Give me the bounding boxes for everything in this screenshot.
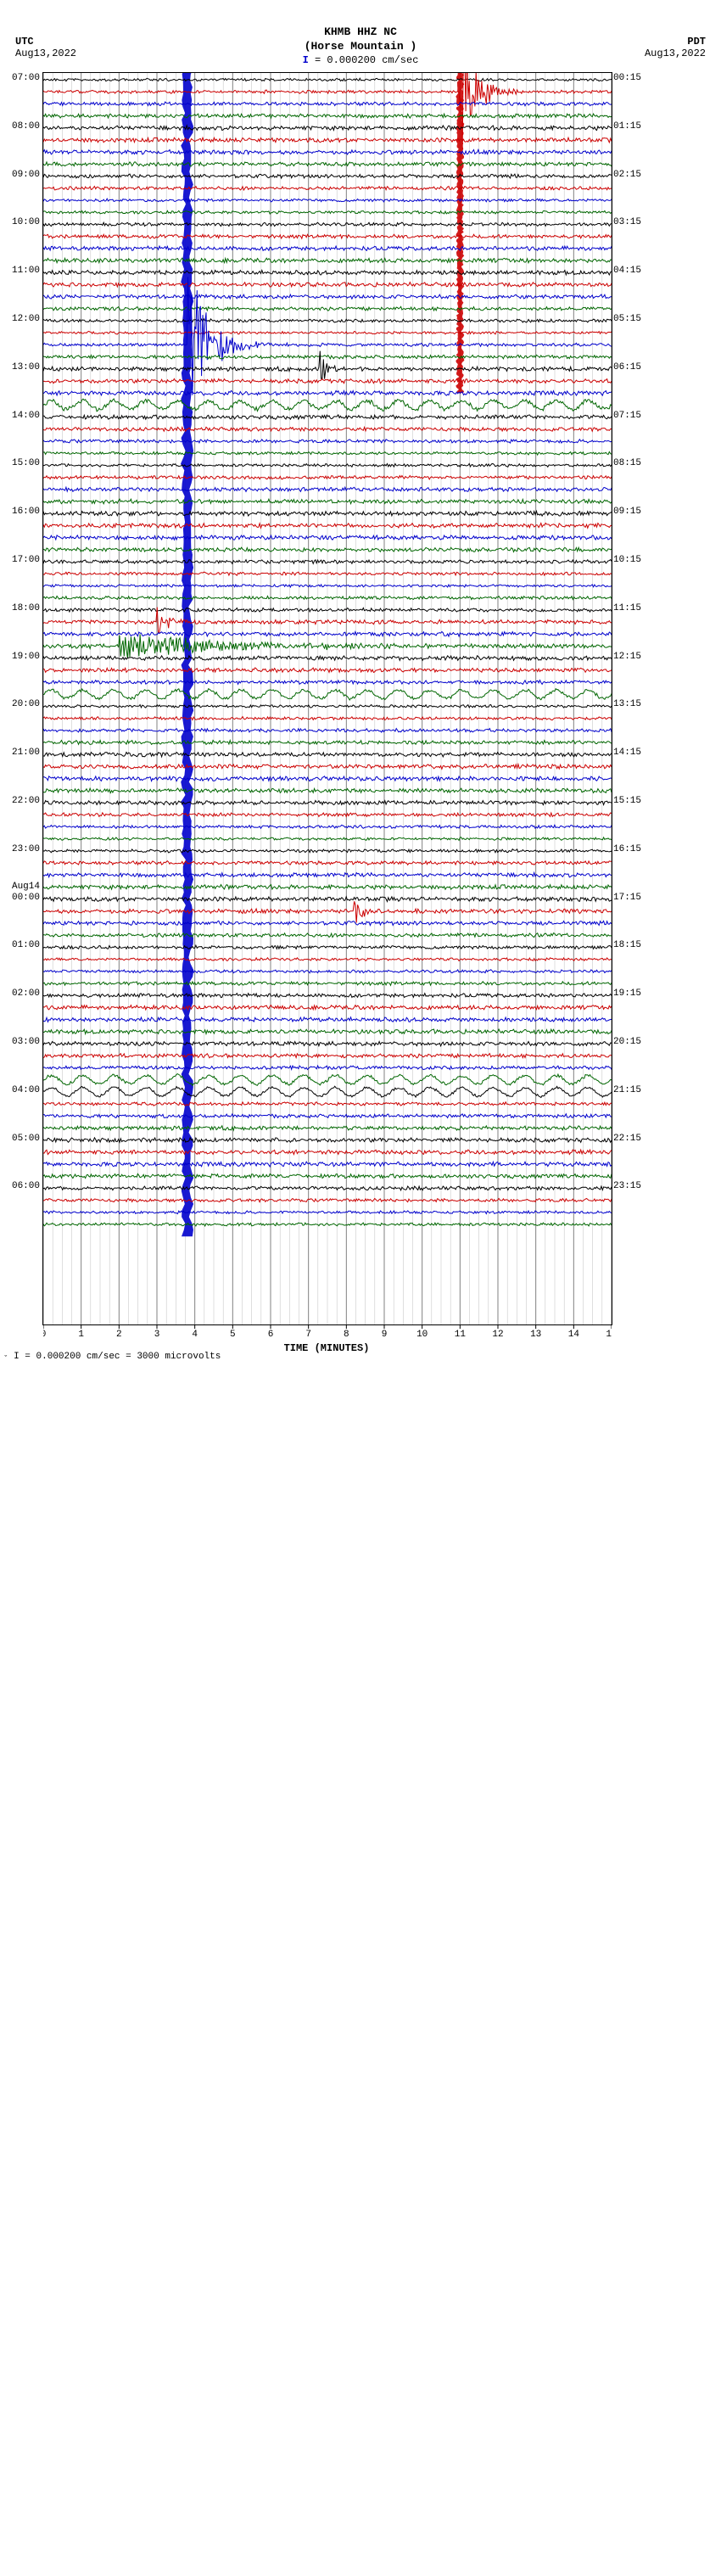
utc-hour-label: 16:00 [12,507,40,517]
svg-text:3: 3 [154,1330,160,1340]
svg-text:11: 11 [455,1330,467,1340]
utc-hour-label: 13:00 [12,362,40,372]
pdt-hour-label: 13:15 [613,699,641,709]
utc-hour-label: 12:00 [12,314,40,324]
utc-hour-label: 10:00 [12,217,40,227]
utc-hour-label: 17:00 [12,555,40,565]
pdt-hour-label: 02:15 [613,170,641,180]
utc-hour-label: 09:00 [12,170,40,180]
pdt-hour-label: 04:15 [613,266,641,276]
utc-hour-label: 01:00 [12,940,40,950]
utc-hour-label: 18:00 [12,603,40,613]
utc-hour-label: 21:00 [12,748,40,758]
pdt-hour-label: 19:15 [613,988,641,999]
pdt-hour-label: 14:15 [613,748,641,758]
pdt-hour-label: 23:15 [613,1181,641,1191]
pdt-hour-label: 06:15 [613,362,641,372]
utc-hour-label: 14:00 [12,411,40,421]
utc-hour-label: 22:00 [12,796,40,806]
svg-text:14: 14 [568,1330,580,1340]
pdt-hour-label: 10:15 [613,555,641,565]
svg-text:2: 2 [116,1330,122,1340]
header-block: KHMB HHZ NC (Horse Mountain ) [0,25,721,54]
utc-label: UTC [15,36,34,48]
svg-text:8: 8 [344,1330,349,1340]
utc-hour-label: 20:00 [12,699,40,709]
pdt-hour-label: 00:15 [613,73,641,83]
svg-text:9: 9 [382,1330,388,1340]
utc-hour-label: 03:00 [12,1037,40,1047]
pdt-hour-label: 05:15 [613,314,641,324]
pdt-hour-label: 07:15 [613,411,641,421]
svg-text:12: 12 [492,1330,503,1340]
pdt-hour-label: 17:15 [613,893,641,903]
utc-hour-label: 15:00 [12,458,40,468]
helicorder-plot: 0123456789101112131415 [42,72,612,1325]
station-name: (Horse Mountain ) [0,40,721,54]
utc-hour-label: 04:00 [12,1085,40,1095]
utc-hour-label: 19:00 [12,652,40,662]
pdt-hour-label: 20:15 [613,1037,641,1047]
svg-text:1: 1 [78,1330,84,1340]
utc-hour-label: 02:00 [12,988,40,999]
svg-text:10: 10 [416,1330,428,1340]
utc-hour-label: 07:00 [12,73,40,83]
station-code: KHMB HHZ NC [0,25,721,40]
utc-day-rollover: Aug14 [12,882,40,892]
pdt-hour-label: 12:15 [613,652,641,662]
svg-text:5: 5 [230,1330,236,1340]
pdt-label: PDT [687,36,706,48]
utc-hour-label: 23:00 [12,844,40,854]
pdt-hour-label: 18:15 [613,940,641,950]
footer-tick-icon: ˇ [3,1354,8,1364]
seismogram-page: KHMB HHZ NC (Horse Mountain ) I = 0.0002… [0,0,721,1369]
utc-date: Aug13,2022 [15,48,76,59]
pdt-hour-label: 11:15 [613,603,641,613]
footer-text: I = 0.000200 cm/sec = 3000 microvolts [14,1352,221,1362]
utc-hour-label: 00:00 [12,893,40,903]
pdt-hour-label: 16:15 [613,844,641,854]
svg-text:6: 6 [268,1330,274,1340]
pdt-hour-label: 15:15 [613,796,641,806]
pdt-hour-label: 22:15 [613,1134,641,1144]
svg-text:4: 4 [192,1330,198,1340]
pdt-hour-label: 01:15 [613,121,641,132]
utc-hour-label: 06:00 [12,1181,40,1191]
scale-bar-note: I = 0.000200 cm/sec [0,54,721,66]
pdt-hour-label: 21:15 [613,1085,641,1095]
footer-scale-text: ˇ I = 0.000200 cm/sec = 3000 microvolts [3,1352,221,1364]
scale-bar-icon: I [303,54,309,66]
utc-hour-label: 05:00 [12,1134,40,1144]
svg-text:7: 7 [305,1330,311,1340]
svg-text:0: 0 [43,1330,46,1340]
pdt-hour-label: 08:15 [613,458,641,468]
svg-text:15: 15 [606,1330,612,1340]
pdt-date: Aug13,2022 [645,48,706,59]
pdt-hour-label: 03:15 [613,217,641,227]
pdt-hour-label: 09:15 [613,507,641,517]
utc-hour-label: 11:00 [12,266,40,276]
svg-text:13: 13 [530,1330,541,1340]
scale-bar-text: = 0.000200 cm/sec [315,54,418,66]
utc-hour-label: 08:00 [12,121,40,132]
